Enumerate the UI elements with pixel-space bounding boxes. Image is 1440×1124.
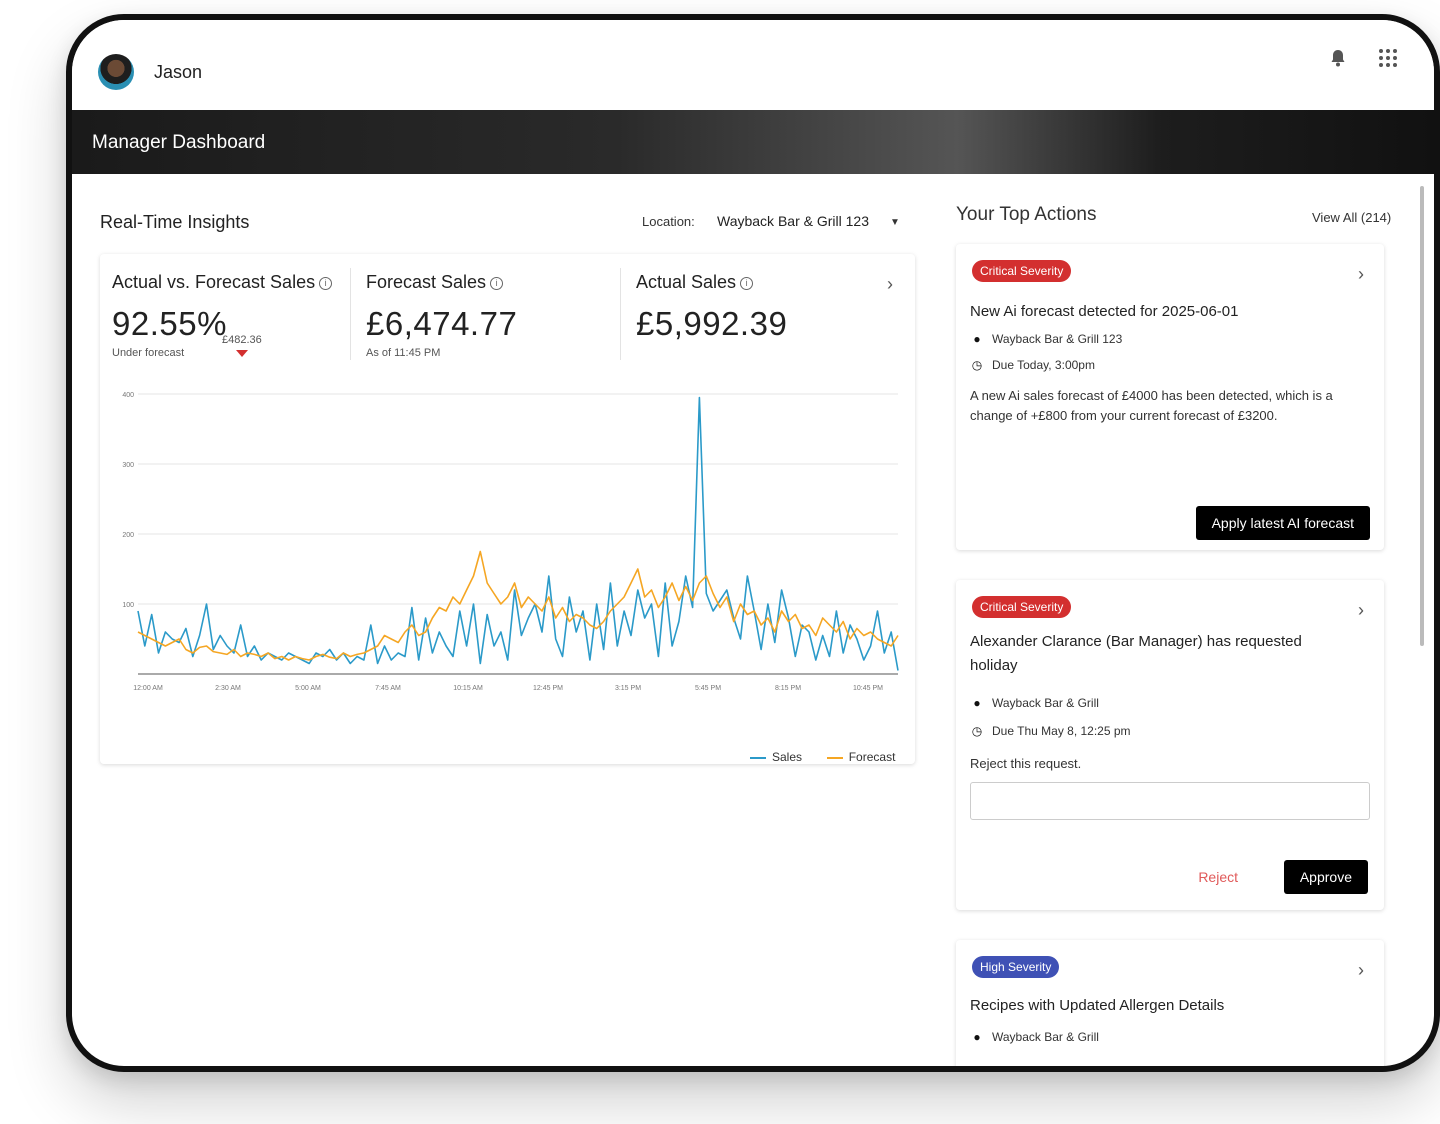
app-grid-icon[interactable]	[1378, 48, 1398, 68]
kpi-title: Actual Sales	[636, 272, 737, 292]
kpi-caption: Under forecast	[112, 347, 185, 359]
user-avatar[interactable]	[98, 54, 134, 90]
location-pin-icon: ●	[973, 1030, 981, 1044]
y-tick-label: 100	[122, 602, 134, 609]
kpi-difference: £482.36	[222, 334, 262, 346]
insights-card: Actual vs. Forecast Sales i 92.55% Under …	[100, 254, 915, 764]
x-tick-label: 2:30 AM	[215, 685, 241, 692]
card-title: Alexander Clarance (Bar Manager) has req…	[970, 633, 1302, 674]
chevron-right-icon[interactable]: ›	[1358, 600, 1364, 620]
chevron-right-icon[interactable]: ›	[1358, 960, 1364, 980]
approve-button[interactable]: Approve	[1283, 860, 1368, 894]
divider	[620, 268, 621, 360]
action-card-forecast[interactable]: Critical Severity › New Ai forecast dete…	[956, 244, 1384, 550]
due-text: Due Today, 3:00pm	[992, 358, 1095, 372]
card-location: ● Wayback Bar & Grill 123	[970, 332, 1122, 346]
y-tick-label: 400	[122, 392, 134, 399]
divider	[350, 268, 351, 360]
caret-down-icon[interactable]: ▼	[890, 217, 900, 228]
info-icon[interactable]: i	[740, 276, 754, 290]
card-title: New Ai forecast detected for 2025-06-01	[970, 303, 1239, 320]
kpi-value: £6,474.77	[366, 305, 518, 342]
info-icon[interactable]: i	[490, 276, 504, 290]
card-location: ● Wayback Bar & Grill	[970, 696, 1099, 710]
kpi-actual-vs-forecast: Actual vs. Forecast Sales i 92.55% Under …	[112, 272, 333, 392]
location-select[interactable]: Wayback Bar & Grill 123	[717, 213, 869, 229]
info-icon[interactable]: i	[319, 276, 333, 290]
severity-badge: Critical Severity	[972, 260, 1072, 282]
card-title: Recipes with Updated Allergen Details	[970, 997, 1225, 1014]
actions-title: Your Top Actions	[956, 204, 1097, 225]
x-tick-label: 10:15 AM	[453, 685, 483, 692]
due-text: Due Thu May 8, 12:25 pm	[992, 724, 1131, 738]
y-tick-label: 200	[122, 532, 134, 539]
kpi-forecast-sales: Forecast Sales i £6,474.77 As of 11:45 PM	[366, 272, 517, 392]
clock-icon: ◷	[971, 358, 983, 372]
x-tick-label: 10:45 PM	[853, 685, 883, 692]
bell-icon[interactable]	[1328, 48, 1348, 68]
chart-legend: Sales Forecast	[750, 750, 895, 764]
kpi-title: Forecast Sales	[366, 272, 487, 292]
apply-forecast-button[interactable]: Apply latest AI forecast	[1195, 506, 1370, 540]
scrollbar[interactable]	[1420, 186, 1424, 646]
severity-badge: Critical Severity	[972, 596, 1072, 618]
view-all-link[interactable]: View All (214)	[1312, 210, 1392, 225]
card-description: A new Ai sales forecast of £4000 has bee…	[970, 388, 1333, 423]
chevron-right-icon[interactable]: ›	[1358, 264, 1364, 284]
down-arrow-icon	[236, 350, 248, 357]
legend-swatch-forecast	[826, 756, 843, 759]
reject-button[interactable]: Reject	[1192, 868, 1244, 886]
severity-badge: High Severity	[972, 956, 1060, 978]
chevron-right-icon[interactable]: ›	[887, 274, 893, 294]
location-text: Wayback Bar & Grill 123	[992, 332, 1123, 346]
action-card-holiday[interactable]: Critical Severity › Alexander Clarance (…	[956, 580, 1384, 910]
card-due: ◷ Due Thu May 8, 12:25 pm	[970, 724, 1131, 738]
reject-reason-input[interactable]	[970, 782, 1370, 820]
user-name: Jason	[154, 62, 203, 82]
location-pin-icon: ●	[973, 696, 981, 710]
kpi-title: Actual vs. Forecast Sales	[112, 272, 316, 292]
reject-prompt: Reject this request.	[970, 756, 1082, 771]
legend-label-sales: Sales	[772, 750, 803, 764]
location-label: Location:	[642, 214, 695, 229]
top-bar: Jason	[72, 20, 1434, 110]
legend-label-forecast: Forecast	[848, 750, 896, 764]
sales-chart: 100 200 300 400 12:00 AM 2:30 AM 5:00 AM 7:45 A…	[122, 392, 899, 692]
kpi-caption: As of 11:45 PM	[366, 347, 441, 359]
series-line-forecast	[137, 550, 899, 661]
y-tick-label: 300	[122, 462, 134, 469]
dashboard-header: Manager Dashboard	[72, 110, 1434, 174]
x-tick-label: 12:45 PM	[533, 685, 563, 692]
x-tick-label: 7:45 AM	[375, 685, 401, 692]
x-tick-label: 12:00 AM	[133, 685, 163, 692]
kpi-actual-sales: Actual Sales i £5,992.39	[636, 272, 787, 392]
location-text: Wayback Bar & Grill	[992, 1030, 1099, 1044]
location-pin-icon: ●	[973, 332, 981, 346]
kpi-value: £5,992.39	[636, 305, 788, 342]
tablet-frame: Jason Manager Dashboard Real-Time Insigh…	[66, 14, 1440, 1072]
legend-swatch-sales	[750, 756, 766, 759]
action-card-allergen[interactable]: High Severity › Recipes with Updated All…	[956, 940, 1384, 1066]
location-text: Wayback Bar & Grill	[992, 696, 1099, 710]
page-title: Manager Dashboard	[92, 132, 266, 153]
x-tick-label: 8:15 PM	[775, 685, 801, 692]
x-tick-label: 5:00 AM	[295, 685, 321, 692]
x-tick-label: 5:45 PM	[695, 685, 721, 692]
insights-title: Real-Time Insights	[100, 212, 250, 232]
kpi-value: 92.55%	[112, 305, 227, 342]
x-tick-label: 3:15 PM	[615, 685, 641, 692]
card-due: ◷ Due Today, 3:00pm	[970, 358, 1095, 372]
card-location: ● Wayback Bar & Grill	[970, 1030, 1099, 1044]
clock-icon: ◷	[971, 724, 983, 738]
